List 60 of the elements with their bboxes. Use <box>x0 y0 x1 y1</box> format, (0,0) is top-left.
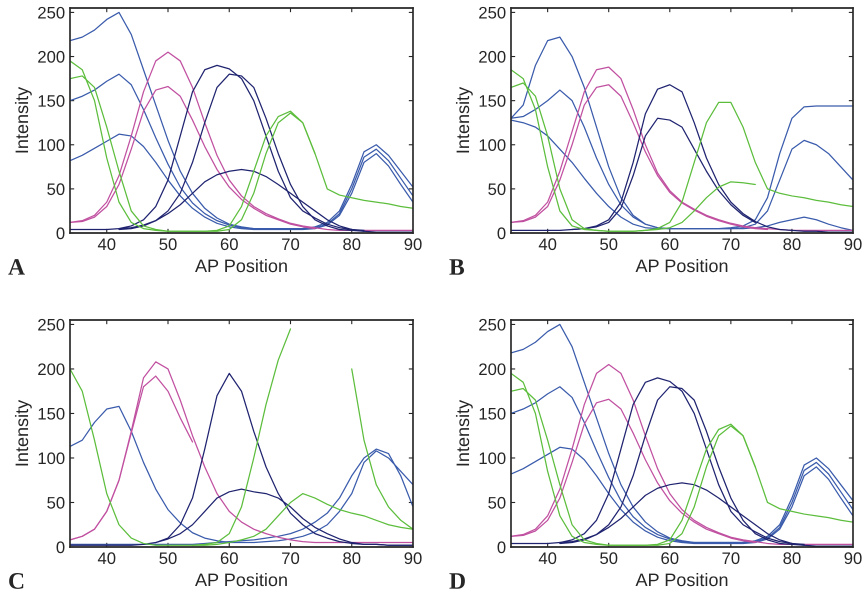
y-tick-label: 50 <box>488 496 506 509</box>
x-tick-label: 50 <box>159 238 177 250</box>
text: D <box>449 573 465 589</box>
x-tick-label: 70 <box>722 238 740 250</box>
x-tick-label: 80 <box>783 238 801 250</box>
x-axis-title: AP Position <box>195 258 287 272</box>
y-tick-label: 50 <box>47 496 64 509</box>
y-axis-title: Intensity <box>14 400 32 466</box>
x-tick-label: 60 <box>220 552 238 564</box>
y-tick-label: 0 <box>56 541 64 554</box>
y-tick-label: 250 <box>479 318 506 331</box>
y-tick-label: 100 <box>480 139 506 151</box>
y-tick-label: 250 <box>479 6 506 19</box>
y-axis-title: Intensity <box>14 86 32 152</box>
y-tick-label: 250 <box>38 318 64 331</box>
x-tick-label: 70 <box>722 552 740 564</box>
x-tick-label: 70 <box>282 552 300 564</box>
y-tick-label: 200 <box>38 50 64 63</box>
x-tick-label: 80 <box>343 238 360 250</box>
x-axis-title: AP Position <box>636 572 728 586</box>
x-tick-label: 40 <box>98 238 116 250</box>
y-tick-label: 150 <box>480 408 506 420</box>
x-tick-label: 40 <box>98 552 116 564</box>
text: B <box>449 259 464 275</box>
y-tick-label: 150 <box>480 95 506 107</box>
x-tick-label: 50 <box>600 552 618 564</box>
y-tick-label: 200 <box>38 363 64 376</box>
y-tick-label: 200 <box>479 50 506 63</box>
text: A <box>8 259 25 275</box>
x-tick-label: 60 <box>220 238 238 250</box>
y-tick-label: 0 <box>56 227 64 240</box>
text: C <box>9 573 24 589</box>
y-tick-label: 0 <box>498 227 506 240</box>
y-tick-label: 150 <box>38 95 64 107</box>
y-tick-label: 50 <box>47 183 64 196</box>
y-tick-label: 50 <box>488 183 506 196</box>
x-tick-label: 40 <box>538 552 556 564</box>
y-axis-title: Intensity <box>456 400 473 466</box>
y-tick-label: 100 <box>38 452 64 464</box>
x-tick-label: 90 <box>844 552 862 564</box>
y-tick-label: 100 <box>480 452 506 464</box>
x-tick-label: 50 <box>600 238 618 250</box>
x-tick-label: 90 <box>404 238 422 250</box>
x-tick-label: 60 <box>661 552 678 564</box>
x-tick-label: 90 <box>404 552 422 564</box>
y-tick-label: 100 <box>38 139 64 151</box>
x-tick-label: 90 <box>844 238 862 250</box>
x-tick-label: 80 <box>783 552 801 564</box>
x-tick-label: 60 <box>661 238 678 250</box>
y-tick-label: 200 <box>479 363 506 376</box>
x-tick-label: 40 <box>538 238 556 250</box>
y-tick-label: 250 <box>38 6 64 19</box>
y-tick-label: 150 <box>38 408 64 420</box>
x-tick-label: 50 <box>159 552 177 564</box>
y-axis-title: Intensity <box>456 86 473 152</box>
x-axis-title: AP Position <box>195 572 287 586</box>
x-tick-label: 70 <box>282 238 300 250</box>
x-tick-label: 80 <box>343 552 360 564</box>
x-axis-title: AP Position <box>636 258 728 272</box>
y-tick-label: 0 <box>498 541 506 554</box>
